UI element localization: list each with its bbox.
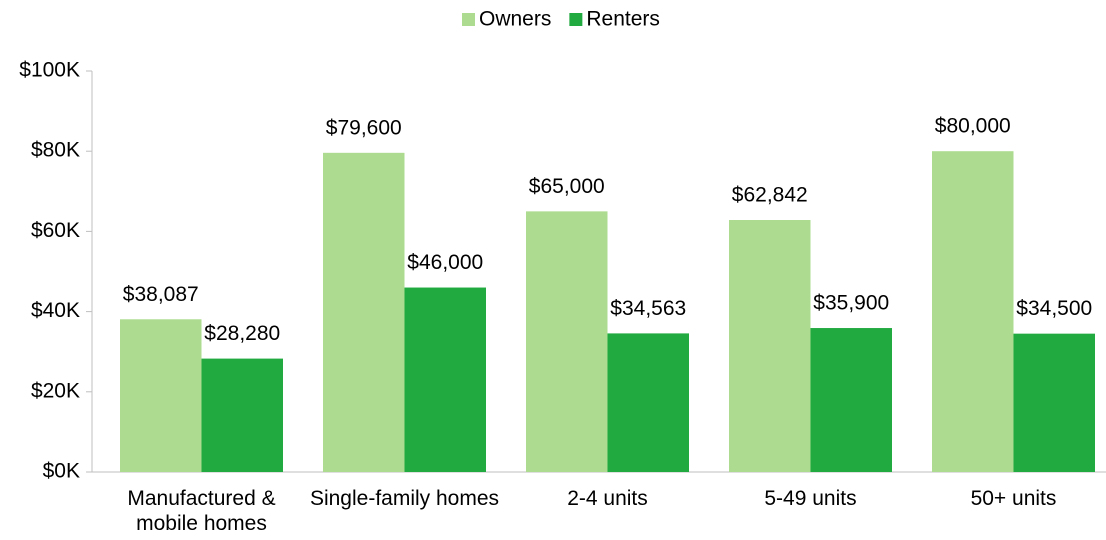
x-tick-label: 5-49 units <box>764 487 857 510</box>
bar <box>607 333 689 472</box>
legend-swatch <box>462 13 475 26</box>
y-tick-label: $100K <box>19 59 80 82</box>
bar <box>201 358 283 472</box>
x-tick-label: 50+ units <box>970 487 1057 510</box>
bar <box>810 328 892 472</box>
legend-swatch <box>569 13 583 26</box>
y-tick-label: $20K <box>31 379 80 402</box>
bar <box>932 151 1014 472</box>
bar <box>404 287 486 472</box>
data-label: $62,842 <box>732 184 808 207</box>
x-tick-label: 2-4 units <box>567 487 648 510</box>
bar <box>729 220 811 472</box>
x-tick-label: Single-family homes <box>309 487 500 510</box>
data-label: $65,000 <box>529 175 605 198</box>
legend-label: Renters <box>586 8 660 31</box>
data-label: $28,280 <box>204 322 280 345</box>
y-tick-label: $40K <box>31 299 80 322</box>
data-label: $38,087 <box>123 283 199 306</box>
data-label: $79,600 <box>326 116 402 139</box>
data-label: $34,500 <box>1016 297 1092 320</box>
bar <box>1013 333 1095 472</box>
data-label: $80,000 <box>935 115 1011 138</box>
y-tick-label: $60K <box>31 219 80 242</box>
legend-label: Owners <box>479 8 551 31</box>
bar <box>526 211 608 472</box>
data-label: $35,900 <box>813 292 889 315</box>
data-label: $34,563 <box>610 297 686 320</box>
x-tick-label: Manufactured & mobile homes <box>127 487 276 535</box>
y-tick-label: $0K <box>43 460 80 483</box>
bar <box>323 152 405 472</box>
y-tick-label: $80K <box>31 139 80 162</box>
data-label: $46,000 <box>407 251 483 274</box>
bar <box>120 319 202 472</box>
